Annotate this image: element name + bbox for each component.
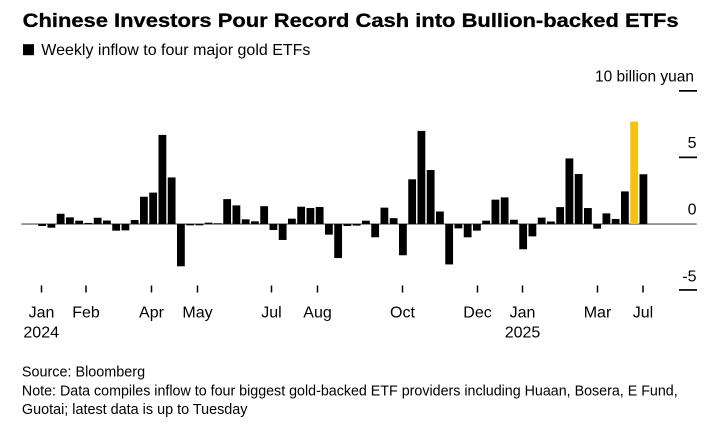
- svg-text:Weekly inflow to four major go: Weekly inflow to four major gold ETFs: [41, 42, 310, 59]
- svg-text:Jul: Jul: [633, 305, 653, 322]
- svg-text:Aug: Aug: [303, 305, 331, 322]
- svg-text:5: 5: [688, 135, 697, 152]
- svg-text:2025: 2025: [505, 325, 541, 342]
- svg-text:Oct: Oct: [390, 305, 415, 322]
- svg-text:Mar: Mar: [584, 305, 612, 322]
- svg-text:Dec: Dec: [463, 305, 491, 322]
- svg-text:May: May: [182, 305, 212, 322]
- svg-text:Jan: Jan: [510, 305, 536, 322]
- svg-text:Jul: Jul: [261, 305, 281, 322]
- svg-text:Chinese Investors Pour Record: Chinese Investors Pour Record Cash into …: [23, 10, 679, 32]
- svg-text:Note: Data compiles inflow to: Note: Data compiles inflow to four bigge…: [22, 384, 678, 400]
- svg-text:10 billion yuan: 10 billion yuan: [595, 69, 694, 86]
- svg-text:Jan: Jan: [29, 305, 55, 322]
- svg-text:2024: 2024: [23, 325, 59, 342]
- svg-text:Apr: Apr: [139, 305, 165, 322]
- svg-text:-5: -5: [682, 268, 696, 285]
- svg-text:Feb: Feb: [72, 305, 100, 322]
- svg-text:0: 0: [688, 202, 697, 219]
- svg-text:Guotai; latest data is up to T: Guotai; latest data is up to Tuesday: [22, 402, 248, 418]
- svg-text:Source: Bloomberg: Source: Bloomberg: [22, 365, 145, 381]
